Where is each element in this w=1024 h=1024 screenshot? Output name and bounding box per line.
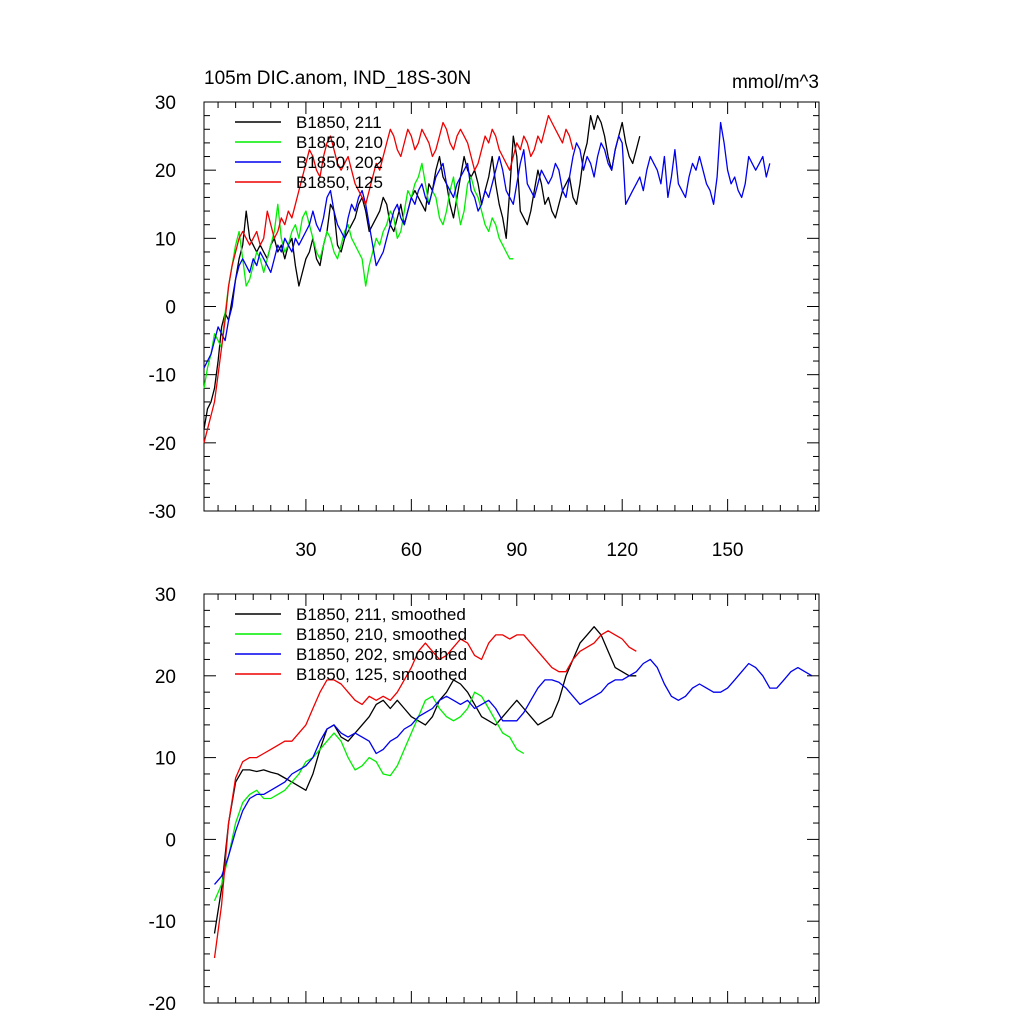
y-tick-label: 10 (155, 749, 176, 770)
y-tick-label: -20 (149, 994, 176, 1015)
y-tick-label: -10 (149, 912, 176, 933)
x-tick-label: 120 (606, 540, 638, 561)
y-tick-label: 0 (165, 298, 176, 319)
plot-frame (203, 593, 820, 1004)
y-tick-label: -30 (149, 502, 176, 523)
series-line-125 (213, 630, 637, 959)
legend-label-202: B1850, 202 (296, 153, 383, 172)
y-tick-label: 20 (155, 667, 176, 688)
x-tick-label: 30 (295, 540, 316, 561)
legend-label-211: B1850, 211, smoothed (296, 605, 466, 624)
legend-label-202: B1850, 202, smoothed (296, 645, 467, 664)
top-panel: 105m DIC.anom, IND_18S-30N mmol/m^3 -30 -… (149, 68, 820, 561)
legend-label-125: B1850, 125, smoothed (296, 665, 467, 684)
x-tick-label: 60 (401, 540, 422, 561)
x-tick-label: 90 (506, 540, 527, 561)
series-line-202 (214, 658, 813, 885)
y-tick-label: 10 (155, 229, 176, 250)
legend-label-210: B1850, 210, smoothed (296, 625, 467, 644)
series-line-202 (203, 121, 771, 369)
legend-label-125: B1850, 125 (296, 173, 383, 192)
legend-label-211: B1850, 211 (296, 113, 382, 132)
series-line-210 (203, 162, 514, 389)
y-tick-label: -20 (149, 434, 176, 455)
top-panel-title: 105m DIC.anom, IND_18S-30N (204, 68, 471, 89)
legend-label-210: B1850, 210 (296, 133, 383, 152)
x-tick-label: 150 (712, 540, 744, 561)
series-line-210 (213, 691, 525, 902)
y-tick-label: 30 (155, 585, 176, 606)
y-tick-label: 30 (155, 93, 176, 114)
y-tick-label: -10 (149, 366, 176, 387)
y-tick-label: 0 (165, 830, 176, 851)
series-line-125 (203, 114, 574, 443)
top-panel-units: mmol/m^3 (732, 72, 819, 93)
y-tick-label: 20 (155, 161, 176, 182)
series-line-211 (213, 626, 637, 934)
